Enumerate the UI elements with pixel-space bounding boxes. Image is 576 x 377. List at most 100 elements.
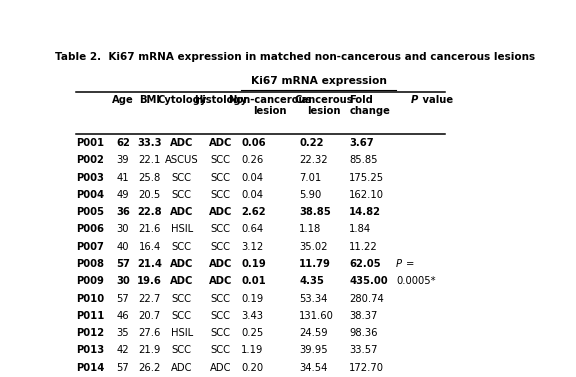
Text: SCC: SCC	[211, 311, 230, 321]
Text: 4.35: 4.35	[299, 276, 324, 286]
Text: P010: P010	[77, 294, 105, 303]
Text: SCC: SCC	[211, 242, 230, 252]
Text: SCC: SCC	[172, 190, 192, 200]
Text: SCC: SCC	[211, 328, 230, 338]
Text: ASCUS: ASCUS	[165, 155, 199, 166]
Text: ADC: ADC	[170, 207, 194, 217]
Text: 39.95: 39.95	[299, 345, 328, 356]
Text: 0.0005*: 0.0005*	[396, 276, 435, 286]
Text: SCC: SCC	[211, 155, 230, 166]
Text: 0.06: 0.06	[241, 138, 266, 148]
Text: 22.7: 22.7	[138, 294, 161, 303]
Text: 85.85: 85.85	[349, 155, 378, 166]
Text: Histology: Histology	[194, 95, 247, 104]
Text: P013: P013	[77, 345, 105, 356]
Text: 34.54: 34.54	[299, 363, 328, 373]
Text: P007: P007	[77, 242, 104, 252]
Text: 3.12: 3.12	[241, 242, 263, 252]
Text: 26.2: 26.2	[138, 363, 161, 373]
Text: 19.6: 19.6	[137, 276, 162, 286]
Text: 22.8: 22.8	[137, 207, 162, 217]
Text: HSIL: HSIL	[170, 224, 193, 234]
Text: 5.90: 5.90	[299, 190, 321, 200]
Text: 0.20: 0.20	[241, 363, 263, 373]
Text: 0.01: 0.01	[241, 276, 266, 286]
Text: ADC: ADC	[209, 276, 232, 286]
Text: 11.22: 11.22	[349, 242, 378, 252]
Text: 38.85: 38.85	[299, 207, 331, 217]
Text: SCC: SCC	[172, 173, 192, 183]
Text: 131.60: 131.60	[299, 311, 334, 321]
Text: 30: 30	[116, 224, 129, 234]
Text: Ki67 mRNA expression: Ki67 mRNA expression	[251, 76, 386, 86]
Text: 36: 36	[116, 207, 130, 217]
Text: ADC: ADC	[170, 276, 194, 286]
Text: P009: P009	[77, 276, 104, 286]
Text: ADC: ADC	[210, 363, 232, 373]
Text: Cancerous
lesion: Cancerous lesion	[295, 95, 354, 116]
Text: 57: 57	[116, 294, 129, 303]
Text: P006: P006	[77, 224, 104, 234]
Text: 16.4: 16.4	[139, 242, 161, 252]
Text: 57: 57	[116, 363, 129, 373]
Text: ADC: ADC	[209, 259, 232, 269]
Text: 7.01: 7.01	[299, 173, 321, 183]
Text: 20.5: 20.5	[139, 190, 161, 200]
Text: P003: P003	[77, 173, 104, 183]
Text: 1.84: 1.84	[349, 224, 372, 234]
Text: SCC: SCC	[172, 242, 192, 252]
Text: P: P	[396, 259, 402, 269]
Text: 35.02: 35.02	[299, 242, 328, 252]
Text: SCC: SCC	[172, 311, 192, 321]
Text: P014: P014	[77, 363, 105, 373]
Text: 0.19: 0.19	[241, 259, 266, 269]
Text: 3.67: 3.67	[349, 138, 374, 148]
Text: Age: Age	[112, 95, 134, 104]
Text: 98.36: 98.36	[349, 328, 378, 338]
Text: 21.9: 21.9	[138, 345, 161, 356]
Text: 35: 35	[116, 328, 129, 338]
Text: 62: 62	[116, 138, 130, 148]
Text: BMI: BMI	[139, 95, 160, 104]
Text: 21.6: 21.6	[138, 224, 161, 234]
Text: 1.19: 1.19	[241, 345, 264, 356]
Text: 22.32: 22.32	[299, 155, 328, 166]
Text: 46: 46	[116, 311, 129, 321]
Text: 27.6: 27.6	[138, 328, 161, 338]
Text: 22.1: 22.1	[138, 155, 161, 166]
Text: 0.64: 0.64	[241, 224, 263, 234]
Text: 0.19: 0.19	[241, 294, 263, 303]
Text: 57: 57	[116, 259, 130, 269]
Text: P004: P004	[77, 190, 105, 200]
Text: HSIL: HSIL	[170, 328, 193, 338]
Text: SCC: SCC	[211, 345, 230, 356]
Text: 0.26: 0.26	[241, 155, 263, 166]
Text: ADC: ADC	[170, 259, 194, 269]
Text: 0.22: 0.22	[299, 138, 324, 148]
Text: 33.57: 33.57	[349, 345, 378, 356]
Text: ADC: ADC	[170, 138, 194, 148]
Text: Table 2.  Ki67 mRNA expression in matched non-cancerous and cancerous lesions: Table 2. Ki67 mRNA expression in matched…	[55, 52, 535, 63]
Text: 2.62: 2.62	[241, 207, 266, 217]
Text: 435.00: 435.00	[349, 276, 388, 286]
Text: 0.04: 0.04	[241, 173, 263, 183]
Text: 11.79: 11.79	[299, 259, 331, 269]
Text: 41: 41	[116, 173, 129, 183]
Text: P001: P001	[77, 138, 105, 148]
Text: 33.3: 33.3	[138, 138, 162, 148]
Text: 0.25: 0.25	[241, 328, 263, 338]
Text: Cytology: Cytology	[157, 95, 207, 104]
Text: 20.7: 20.7	[139, 311, 161, 321]
Text: 14.82: 14.82	[349, 207, 381, 217]
Text: 24.59: 24.59	[299, 328, 328, 338]
Text: 25.8: 25.8	[139, 173, 161, 183]
Text: =: =	[406, 259, 414, 269]
Text: 42: 42	[116, 345, 129, 356]
Text: ADC: ADC	[209, 138, 232, 148]
Text: 40: 40	[116, 242, 129, 252]
Text: 53.34: 53.34	[299, 294, 328, 303]
Text: SCC: SCC	[172, 294, 192, 303]
Text: 3.43: 3.43	[241, 311, 263, 321]
Text: P011: P011	[77, 311, 105, 321]
Text: 0.04: 0.04	[241, 190, 263, 200]
